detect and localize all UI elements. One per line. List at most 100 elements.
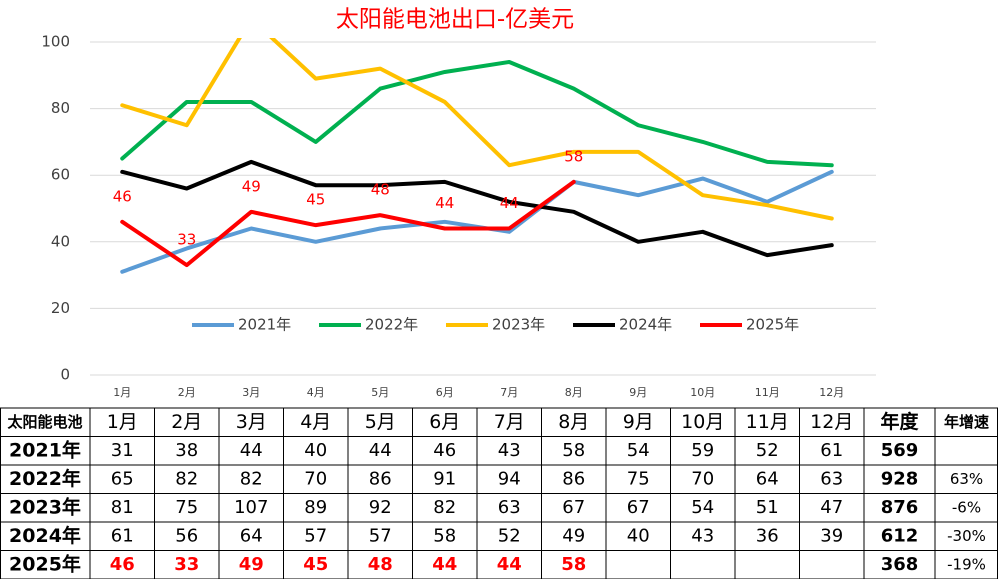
table-cell: 89	[304, 497, 327, 518]
table-cell: 51	[756, 497, 779, 518]
table-cell: 44	[240, 440, 263, 461]
table-cell: 39	[820, 525, 843, 546]
series-line	[120, 169, 834, 274]
legend-label: 2021年	[238, 316, 291, 334]
x-tick-label: 1月	[113, 386, 131, 399]
table-cell: 86	[369, 468, 392, 489]
table-cell: 63	[820, 468, 843, 489]
data-label: 48	[371, 181, 390, 199]
table-header: 2月	[171, 411, 202, 433]
row-label: 2025年	[9, 552, 81, 575]
table-cell: 58	[433, 525, 456, 546]
table-cell: 64	[240, 525, 263, 546]
table-cell: 86	[562, 468, 585, 489]
data-label: 46	[113, 187, 132, 205]
table-cell: 64	[756, 468, 779, 489]
series-line	[120, 179, 576, 268]
chart-title: 太阳能电池出口-亿美元	[336, 7, 574, 33]
table-cell: 46	[110, 554, 135, 575]
table-header: 年增速	[944, 413, 989, 431]
x-tick-label: 8月	[565, 386, 583, 399]
table-cell: 40	[304, 440, 327, 461]
table-total: 612	[881, 525, 919, 546]
table-cell: 33	[174, 554, 199, 575]
plot	[120, 38, 834, 274]
row-label: 2021年	[9, 438, 81, 461]
table-cell: 44	[497, 554, 522, 575]
table-cell: 48	[368, 554, 393, 575]
table-cell: 52	[756, 440, 779, 461]
table-cell: 49	[239, 554, 264, 575]
table-header: 3月	[236, 411, 267, 433]
row-label: 2023年	[9, 495, 81, 518]
table-cell: 70	[304, 468, 327, 489]
table-cell: 43	[691, 525, 714, 546]
table-cell: 52	[498, 525, 521, 546]
table-header: 5月	[365, 411, 396, 433]
table-total: 569	[881, 440, 919, 461]
table-cell: 47	[820, 497, 843, 518]
series-line	[120, 38, 834, 221]
table-header: 10月	[681, 411, 724, 433]
table-cell: 58	[562, 440, 585, 461]
data-label: 33	[177, 231, 196, 249]
x-tick-label: 10月	[690, 386, 715, 399]
table-cell: 45	[303, 554, 328, 575]
legend-label: 2023年	[492, 316, 545, 334]
legend-label: 2022年	[365, 316, 418, 334]
table-cell: 67	[627, 497, 650, 518]
x-tick-label: 5月	[371, 386, 389, 399]
table-header: 6月	[429, 411, 460, 433]
table-cell: 44	[369, 440, 392, 461]
table-cell: 36	[756, 525, 779, 546]
x-tick-label: 2月	[178, 386, 196, 399]
table-header: 8月	[558, 411, 589, 433]
table-cell: 63	[498, 497, 521, 518]
y-tick-label: 40	[51, 232, 70, 250]
table-header: 7月	[494, 411, 525, 433]
row-label: 2022年	[9, 467, 81, 490]
y-tick-label: 60	[51, 166, 70, 184]
y-tick-label: 100	[41, 33, 70, 51]
table-header: 11月	[746, 411, 789, 433]
table-cell: 70	[691, 468, 714, 489]
data-label: 49	[242, 177, 261, 195]
x-tick-label: 11月	[755, 386, 780, 399]
data-label: 44	[500, 194, 519, 212]
table-cell: 40	[627, 525, 650, 546]
table-growth: -6%	[952, 498, 981, 516]
table-cell: 58	[561, 554, 586, 575]
table-cell: 81	[111, 497, 134, 518]
table-total: 876	[881, 497, 919, 518]
table-cell: 38	[175, 440, 198, 461]
table-cell: 54	[691, 497, 714, 518]
table-total: 928	[881, 468, 919, 489]
x-tick-label: 4月	[307, 386, 325, 399]
legend-label: 2024年	[619, 316, 672, 334]
table-header: 1月	[107, 411, 138, 433]
table-cell: 107	[234, 497, 268, 518]
table-cell: 43	[498, 440, 521, 461]
table-growth: -19%	[947, 555, 986, 573]
table-cell: 44	[432, 554, 457, 575]
table-growth: -30%	[947, 527, 986, 545]
y-tick-label: 80	[51, 99, 70, 117]
data-label: 58	[564, 147, 583, 165]
table-cell: 54	[627, 440, 650, 461]
y-tick-label: 20	[51, 299, 70, 317]
table-cell: 57	[369, 525, 392, 546]
table-cell: 67	[562, 497, 585, 518]
table-cell: 82	[433, 497, 456, 518]
table-growth: 63%	[950, 470, 983, 488]
table-header: 年度	[880, 410, 919, 433]
data-label: 44	[435, 194, 454, 212]
table-cell: 82	[175, 468, 198, 489]
table-cell: 61	[111, 525, 134, 546]
x-tick-label: 12月	[819, 386, 844, 399]
x-tick-label: 6月	[436, 386, 454, 399]
series-line	[120, 59, 834, 168]
table-cell: 56	[175, 525, 198, 546]
legend-label: 2025年	[746, 316, 799, 334]
table-cell: 82	[240, 468, 263, 489]
table-cell: 75	[175, 497, 198, 518]
